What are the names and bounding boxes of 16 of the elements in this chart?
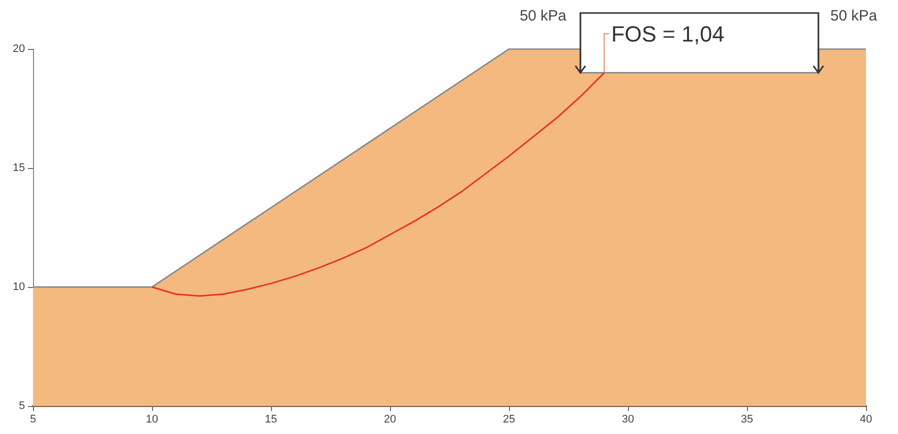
line-series — [151, 72, 605, 297]
x-tick-label: 20 — [384, 414, 396, 426]
x-tick-label: 15 — [264, 414, 278, 426]
text: 50 kPa — [520, 8, 568, 24]
text: 50 kPa — [830, 8, 878, 24]
y-tick-label: 20 — [12, 43, 25, 55]
x-tick-label: 10 — [146, 414, 158, 426]
x-tick-label: 5 — [30, 414, 36, 426]
annotation: FOS = 1,04 — [611, 21, 724, 46]
y-tick-label: 5 — [18, 400, 25, 412]
x-tick-label: 30 — [622, 414, 634, 426]
x-tick-label: 40 — [860, 414, 872, 426]
y-tick-label: 10 — [12, 281, 25, 293]
x-tick-label: 35 — [740, 414, 754, 426]
x-tick-label: 25 — [502, 414, 516, 426]
y-tick-label: 15 — [12, 162, 25, 174]
